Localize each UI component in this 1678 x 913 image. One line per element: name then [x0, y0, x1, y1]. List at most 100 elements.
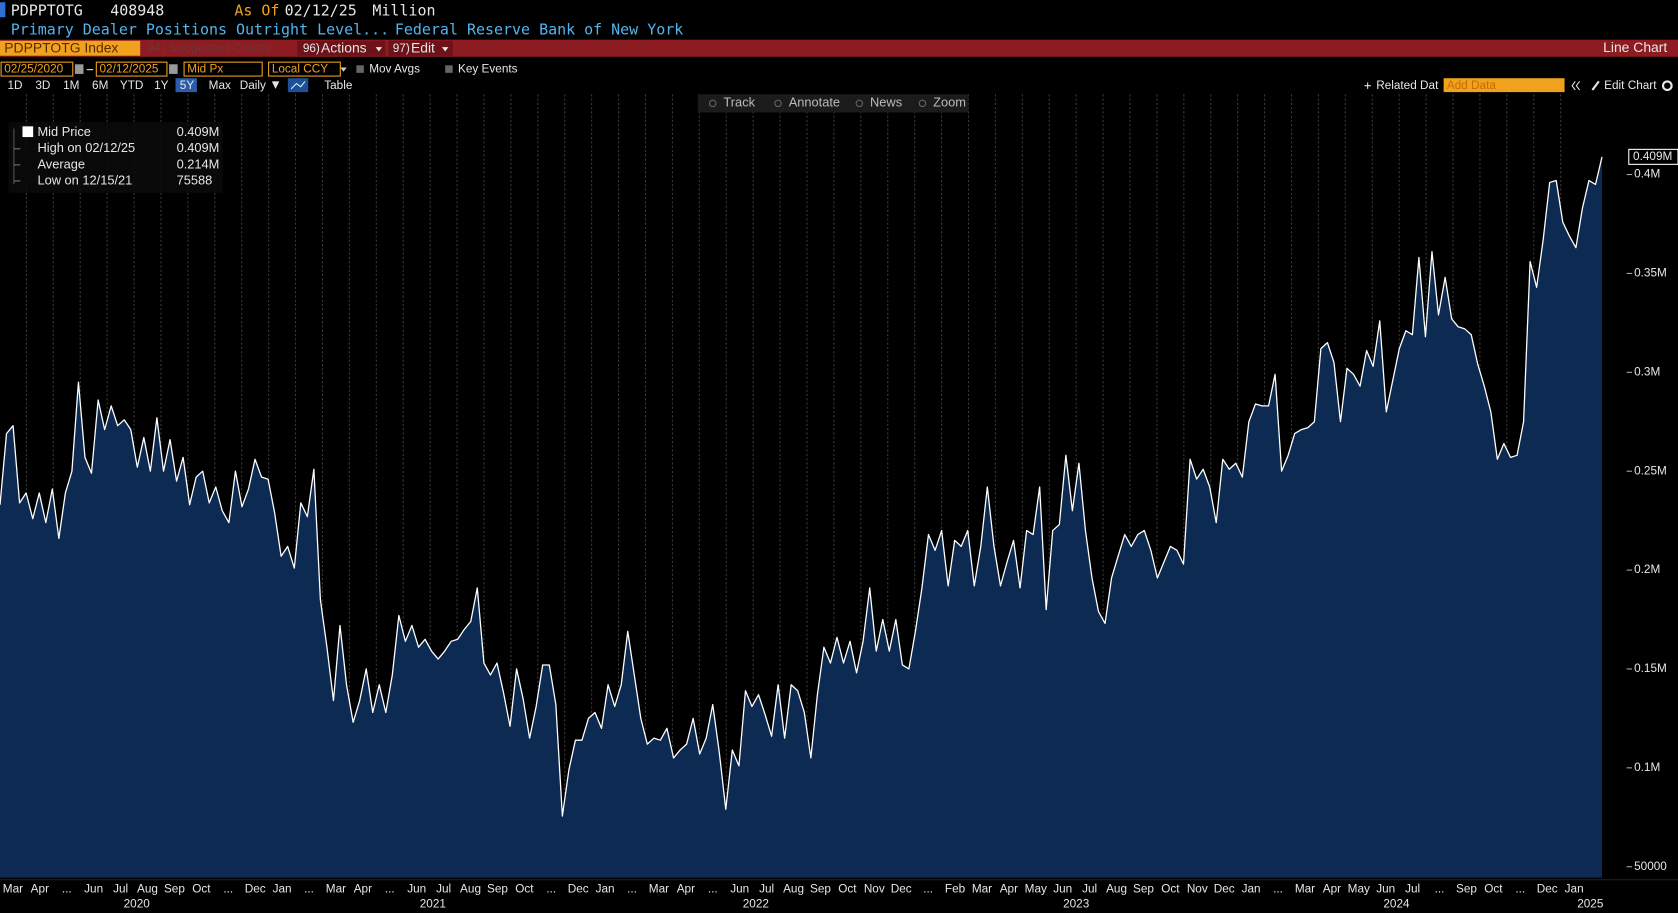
- legend-stat-label: Average: [37, 156, 85, 171]
- last-value-box: [1628, 148, 1678, 165]
- x-tick-label: Nov: [1187, 882, 1208, 895]
- collapse-icon[interactable]: [1575, 81, 1580, 91]
- x-tick-label: Aug: [137, 882, 158, 895]
- x-tick-label: Mar: [972, 882, 992, 895]
- x-tick-label: Aug: [783, 882, 804, 895]
- description: Primary Dealer Positions Outright Level.…: [11, 21, 390, 39]
- range-button[interactable]: 1M: [63, 79, 79, 92]
- range-button[interactable]: 6M: [92, 79, 108, 92]
- year-label: 2025: [1577, 897, 1604, 910]
- units: Million: [372, 1, 435, 19]
- x-tick-label: Dec: [891, 882, 912, 895]
- x-tick-label: ...: [708, 882, 718, 895]
- header-marker: [0, 2, 6, 18]
- x-tick-label: ...: [1435, 882, 1445, 895]
- price-line: [0, 156, 1603, 817]
- legend-stat-value: 75588: [177, 172, 213, 187]
- tool-icon: [918, 99, 927, 108]
- legend-stat-value: 0.214M: [177, 156, 220, 171]
- legend-stat-label: Low on 12/15/21: [37, 172, 132, 187]
- dropdown-arrow: [271, 81, 280, 89]
- x-tick-label: Jun: [730, 882, 749, 895]
- legend-stat-value: 0.409M: [177, 140, 220, 155]
- x-tick-label: Jan: [273, 882, 292, 895]
- last-value: 408948: [110, 1, 164, 19]
- range-button[interactable]: 5Y: [180, 79, 195, 92]
- x-tick-label: ...: [923, 882, 933, 895]
- add-data-field[interactable]: [1443, 78, 1565, 93]
- x-tick-label: Sep: [1133, 882, 1154, 895]
- tool-button[interactable]: Zoom: [933, 95, 966, 110]
- x-tick-label: ...: [385, 882, 395, 895]
- x-tick-label: Mar: [3, 882, 23, 895]
- suggested-num: 94): [147, 40, 166, 55]
- checkbox[interactable]: [445, 65, 453, 73]
- x-tick-label: Jun: [84, 882, 103, 895]
- checkbox[interactable]: [356, 65, 364, 73]
- edit-chart[interactable]: Edit Chart: [1604, 79, 1657, 92]
- x-tick-label: Sep: [810, 882, 831, 895]
- range-button[interactable]: 1D: [7, 79, 22, 92]
- security-field[interactable]: [0, 40, 141, 56]
- x-tick-label: ...: [546, 882, 556, 895]
- calendar-icon[interactable]: [74, 64, 84, 74]
- actions-num: 96): [303, 42, 320, 55]
- table-button[interactable]: Table: [324, 79, 353, 92]
- settings-icon[interactable]: [1661, 80, 1673, 92]
- x-tick-label: Jan: [1242, 882, 1261, 895]
- key-events[interactable]: Key Events: [458, 63, 518, 76]
- suggested-charts: Suggested Charts: [168, 40, 271, 55]
- calendar-icon[interactable]: [169, 64, 178, 74]
- related-data[interactable]: Related Dat: [1376, 79, 1439, 92]
- x-tick-label: Oct: [1161, 882, 1180, 895]
- collapse-icon[interactable]: [1571, 81, 1576, 91]
- range-button[interactable]: 1Y: [154, 79, 169, 92]
- x-tick-label: ...: [1273, 882, 1283, 895]
- tool-button[interactable]: Annotate: [789, 95, 840, 110]
- edit-label: Edit: [411, 39, 435, 55]
- currency-select[interactable]: [268, 61, 341, 77]
- x-tick-label: Dec: [568, 882, 589, 895]
- range-button[interactable]: Max: [209, 79, 231, 92]
- x-tick-label: Jun: [407, 882, 426, 895]
- mov-avgs[interactable]: Mov Avgs: [369, 63, 420, 76]
- x-tick-label: Apr: [31, 882, 49, 895]
- range-button[interactable]: YTD: [120, 79, 144, 92]
- x-tick-label: Sep: [1456, 882, 1477, 895]
- x-tick-label: Jul: [1405, 882, 1420, 895]
- x-tick-label: ...: [304, 882, 314, 895]
- range-selected: [175, 78, 197, 93]
- x-tick-label: ...: [223, 882, 233, 895]
- chart-tools: Track Annotate News Zoom: [708, 95, 966, 110]
- tool-button[interactable]: Track: [723, 95, 755, 110]
- x-tick-label: Oct: [838, 882, 857, 895]
- tool-button[interactable]: News: [870, 95, 902, 110]
- x-tick-label: Jul: [436, 882, 451, 895]
- x-tick-label: Jul: [1082, 882, 1097, 895]
- add-data-text: Add Data: [1447, 79, 1497, 92]
- x-tick-label: Apr: [354, 882, 372, 895]
- year-label: 2022: [743, 897, 769, 910]
- y-tick-label: 0.3M: [1634, 365, 1660, 378]
- range-buttons: 1D 3D 1M 6M YTD 1Y 5Y Max: [7, 78, 231, 93]
- range-button[interactable]: 3D: [35, 79, 50, 92]
- frequency[interactable]: Daily: [240, 79, 266, 92]
- end-date-field[interactable]: [95, 61, 168, 77]
- x-tick-label: Jul: [759, 882, 774, 895]
- field-select[interactable]: [183, 61, 263, 77]
- ticker: PDPPTOTG: [11, 1, 83, 19]
- tool-icon: [774, 99, 782, 108]
- x-tick-label: Jan: [1565, 882, 1584, 895]
- legend-value: 0.409M: [177, 124, 220, 139]
- actions-button[interactable]: [297, 40, 386, 56]
- x-tick-label: Jun: [1053, 882, 1072, 895]
- x-tick-label: Mar: [649, 882, 669, 895]
- x-tick-label: ...: [62, 882, 72, 895]
- edit-button[interactable]: [388, 40, 453, 56]
- x-tick-label: May: [1348, 882, 1370, 895]
- y-tick-label: 0.2M: [1634, 563, 1660, 576]
- x-tick-label: Jan: [596, 882, 615, 895]
- start-date-field[interactable]: [0, 61, 74, 77]
- view-name: Line Chart: [1603, 39, 1667, 55]
